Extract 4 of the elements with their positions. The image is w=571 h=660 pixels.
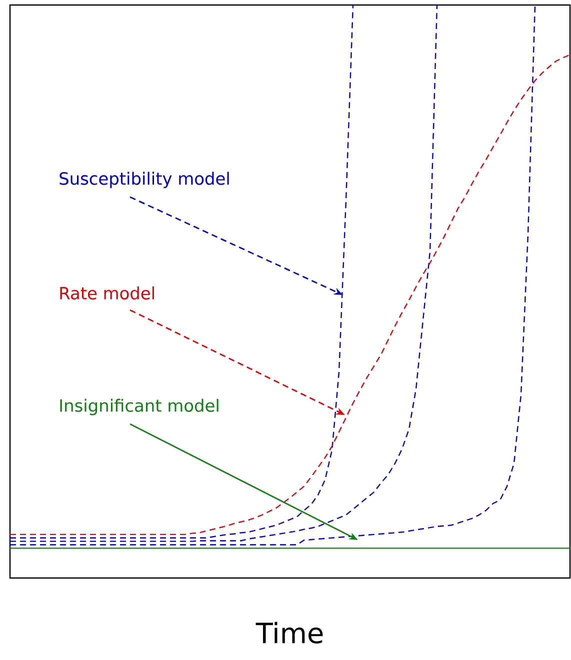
- x-axis-title: Time: [256, 622, 323, 644]
- annotation: Rate model: [60, 286, 154, 300]
- annotation: Insignificant model: [60, 398, 218, 416]
- annotation: Susceptibility model: [60, 172, 229, 188]
